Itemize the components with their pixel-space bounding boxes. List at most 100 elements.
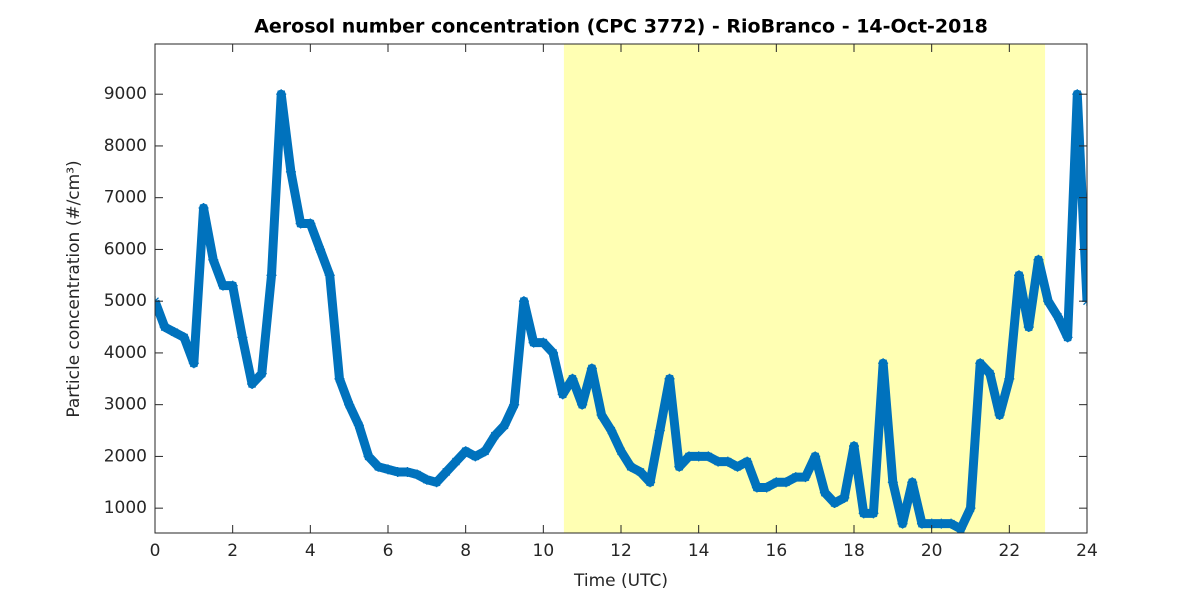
x-tick-label: 14 <box>688 541 710 561</box>
data-point <box>528 337 539 348</box>
data-point <box>878 358 889 369</box>
data-point <box>217 280 228 291</box>
data-point <box>790 472 801 483</box>
data-point <box>703 451 714 462</box>
data-point <box>353 420 364 431</box>
data-point <box>839 492 850 503</box>
data-point <box>198 203 209 214</box>
data-point <box>557 389 568 400</box>
data-point <box>586 363 597 374</box>
data-point <box>936 518 947 529</box>
data-point <box>169 327 180 338</box>
data-point <box>1072 89 1083 100</box>
data-point <box>713 456 724 467</box>
data-point <box>965 503 976 514</box>
data-point <box>751 482 762 493</box>
chart-title: Aerosol number concentration (CPC 3772) … <box>254 16 988 38</box>
data-point <box>683 451 694 462</box>
data-point <box>926 518 937 529</box>
data-point <box>975 358 986 369</box>
data-point <box>383 464 393 475</box>
data-point <box>781 477 792 488</box>
data-point <box>616 446 626 457</box>
data-point <box>722 456 733 467</box>
data-point <box>538 337 549 348</box>
data-point <box>276 89 287 100</box>
x-tick-label: 6 <box>383 541 394 561</box>
data-point <box>674 461 685 472</box>
data-point <box>907 477 918 488</box>
data-point <box>625 461 636 472</box>
x-axis-label: Time (UTC) <box>573 571 668 591</box>
data-point <box>1023 322 1034 333</box>
data-point <box>402 466 413 477</box>
y-tick-label: 9000 <box>104 84 147 104</box>
data-point <box>509 399 520 410</box>
data-point <box>227 280 238 291</box>
data-point <box>567 373 578 384</box>
data-point <box>635 466 646 477</box>
data-point <box>373 461 384 472</box>
y-axis-label: Particle concentration (#/cm³) <box>64 160 84 417</box>
data-point <box>994 410 1005 421</box>
data-point <box>955 523 966 533</box>
data-point <box>188 358 199 369</box>
data-point <box>771 477 782 488</box>
data-point <box>334 373 345 384</box>
x-tick-label: 12 <box>610 541 632 561</box>
x-tick-label: 18 <box>843 541 865 561</box>
data-point <box>1014 270 1025 281</box>
data-point <box>499 420 510 431</box>
x-tick-label: 0 <box>150 541 161 561</box>
data-point <box>460 446 471 457</box>
data-point <box>256 368 267 379</box>
data-point <box>315 244 326 255</box>
data-point <box>295 218 306 229</box>
plot-area <box>155 89 1087 533</box>
data-point <box>596 410 607 421</box>
data-point <box>470 451 481 462</box>
data-point <box>800 472 811 483</box>
data-point <box>819 487 830 498</box>
data-point <box>897 518 908 529</box>
data-point <box>742 456 753 467</box>
data-point <box>548 347 559 358</box>
data-point <box>916 518 927 529</box>
data-point <box>480 446 491 457</box>
y-tick-label: 5000 <box>104 291 147 311</box>
x-tick-label: 2 <box>227 541 238 561</box>
x-tick-label: 22 <box>999 541 1021 561</box>
data-point <box>363 451 374 462</box>
data-point <box>305 218 316 229</box>
y-tick-label: 7000 <box>104 188 147 208</box>
data-point <box>1043 296 1054 307</box>
y-tick-label: 4000 <box>104 343 147 363</box>
data-point <box>412 469 423 480</box>
data-point <box>1004 373 1015 384</box>
data-point <box>946 518 957 529</box>
data-point <box>984 368 995 379</box>
x-tick-label: 20 <box>921 541 943 561</box>
data-point <box>606 425 617 436</box>
data-point <box>324 270 335 281</box>
data-point <box>518 296 529 307</box>
data-point <box>887 477 898 488</box>
data-point <box>208 254 219 265</box>
data-point <box>732 461 743 472</box>
data-point <box>247 378 258 389</box>
data-point <box>654 425 665 436</box>
data-point <box>285 166 296 177</box>
data-point <box>237 332 248 343</box>
data-point <box>810 451 821 462</box>
x-tick-label: 10 <box>533 541 555 561</box>
x-tick-label: 24 <box>1076 541 1098 561</box>
data-point <box>344 399 355 410</box>
data-point <box>761 482 772 493</box>
y-tick-label: 8000 <box>104 136 147 156</box>
y-tick-label: 3000 <box>104 395 147 415</box>
data-point <box>645 477 656 488</box>
data-point <box>664 373 675 384</box>
data-point <box>441 466 452 477</box>
data-point <box>829 497 840 508</box>
data-point <box>1062 332 1073 343</box>
